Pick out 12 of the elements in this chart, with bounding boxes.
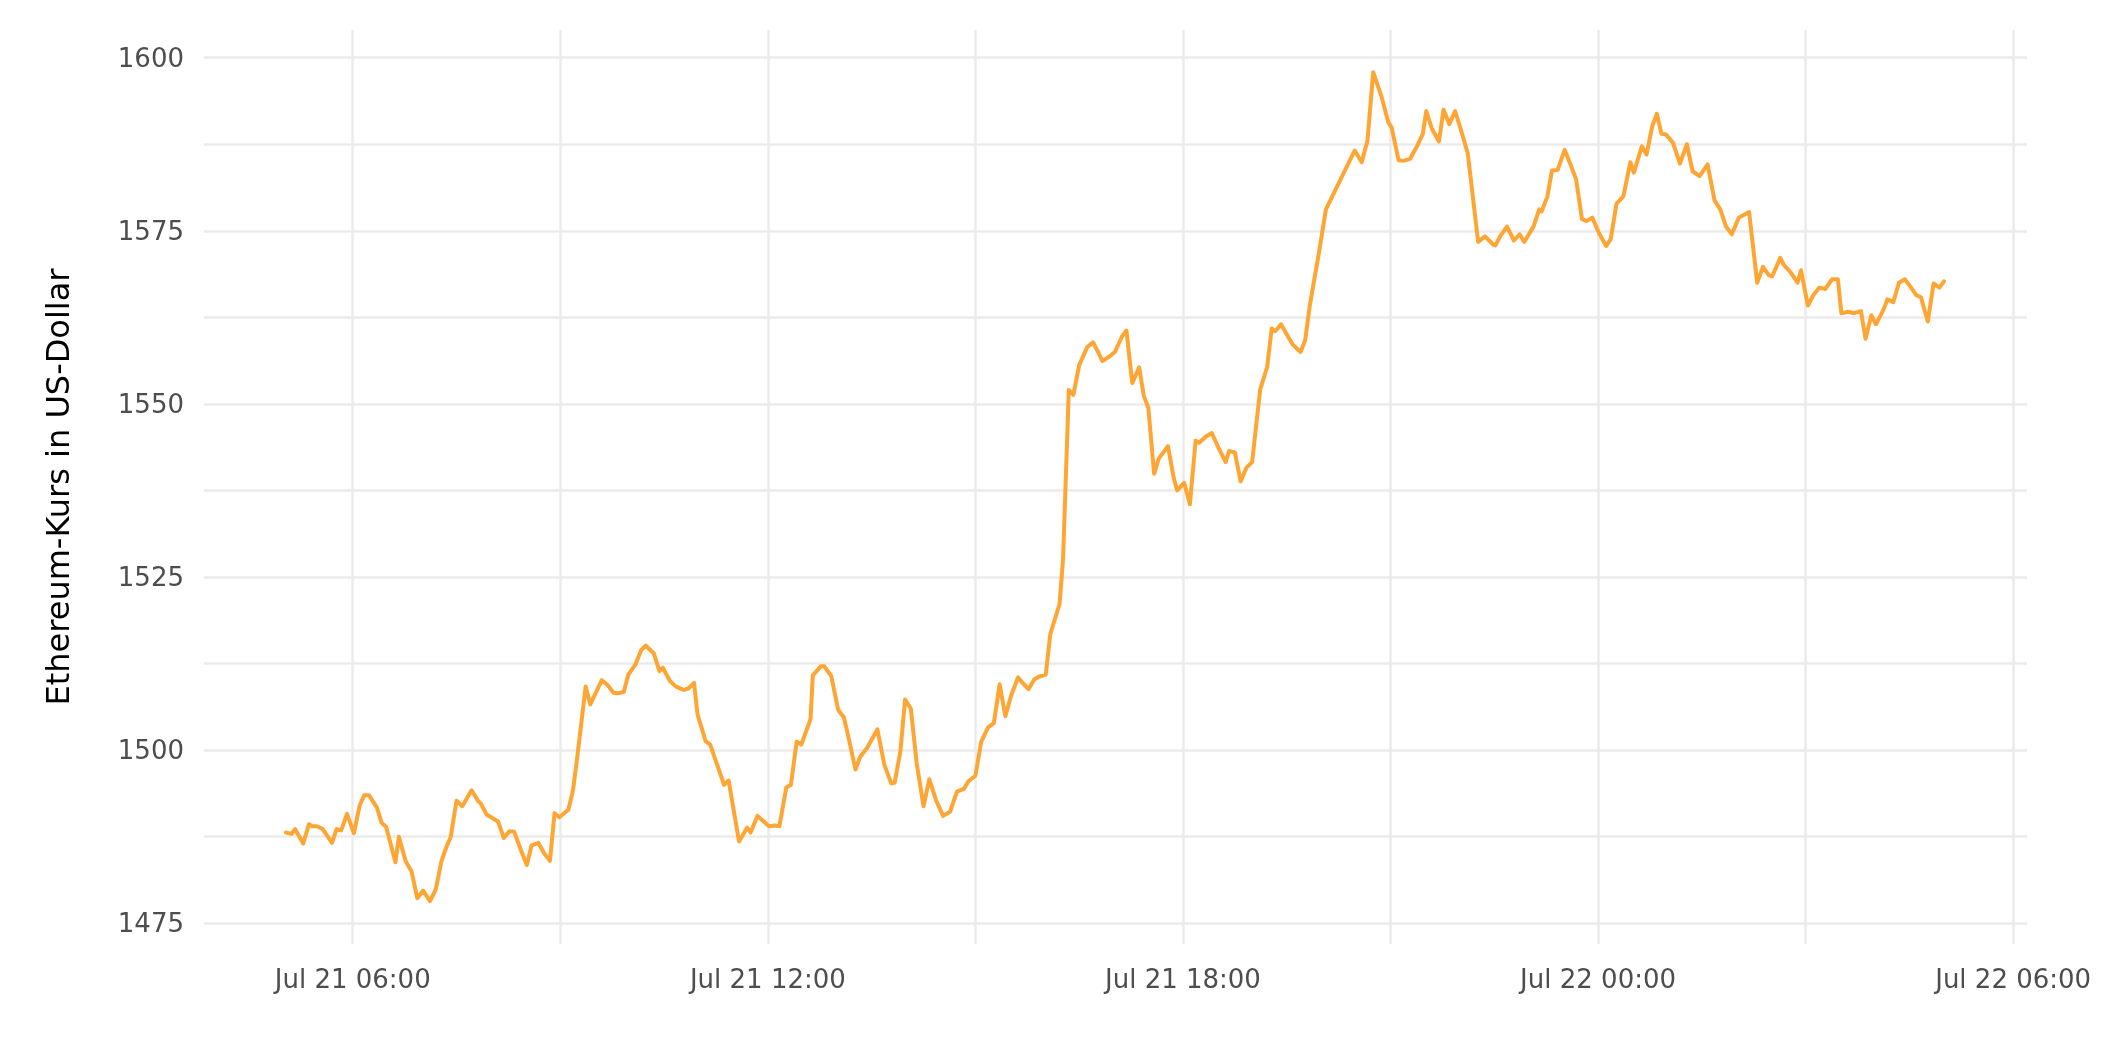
x-tick-label: Jul 21 18:00: [1102, 964, 1261, 994]
y-tick-label: 1575: [117, 215, 184, 246]
y-axis-title: Ethereum-Kurs in US-Dollar: [39, 267, 77, 706]
y-tick-label: 1525: [117, 562, 184, 593]
x-tick-label: Jul 21 06:00: [272, 964, 431, 994]
y-tick-label: 1475: [117, 908, 184, 939]
x-tick-label: Jul 21 12:00: [687, 964, 846, 994]
y-tick-label: 1550: [117, 388, 184, 419]
x-tick-label: Jul 22 00:00: [1518, 964, 1677, 994]
y-tick-label: 1600: [117, 42, 184, 73]
y-tick-label: 1500: [117, 735, 184, 766]
x-tick-label: Jul 22 06:00: [1933, 964, 2092, 994]
